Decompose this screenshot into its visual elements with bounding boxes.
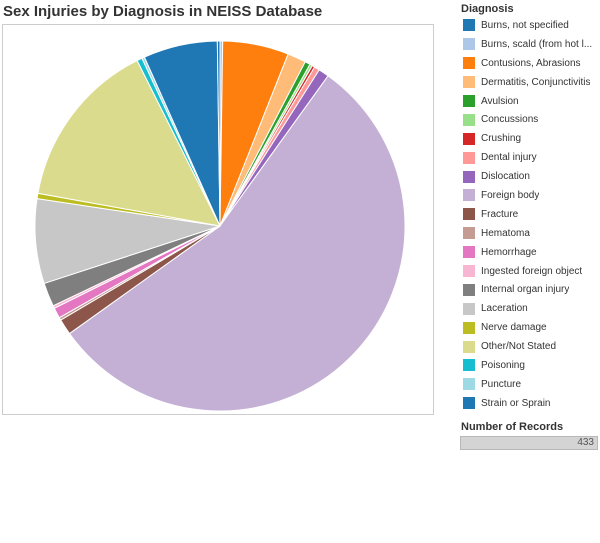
legend-item[interactable]: Avulsion xyxy=(460,92,600,111)
legend-swatch xyxy=(463,378,475,391)
legend-item[interactable]: Hemorrhage xyxy=(460,243,600,262)
legend-swatch xyxy=(463,397,475,410)
legend-swatch xyxy=(463,95,475,107)
legend-label: Dislocation xyxy=(481,171,530,183)
legend-label: Dental injury xyxy=(481,152,537,164)
legend-items: Burns, not specified Burns, scald (from h… xyxy=(460,16,600,413)
legend-title: Diagnosis xyxy=(461,3,514,15)
legend-swatch xyxy=(463,340,475,353)
legend-item[interactable]: Ingested foreign object xyxy=(460,262,600,281)
legend-item[interactable]: Fracture xyxy=(460,205,600,224)
records-title: Number of Records xyxy=(461,421,564,433)
legend-swatch xyxy=(463,57,475,70)
legend-label: Hematoma xyxy=(481,227,530,239)
legend-item[interactable]: Hematoma xyxy=(460,224,600,243)
legend-label: Burns, not specified xyxy=(481,19,569,31)
legend-swatch xyxy=(463,170,475,183)
legend-label: Poisoning xyxy=(481,359,525,371)
legend-swatch xyxy=(463,283,475,296)
legend-label: Fracture xyxy=(481,208,519,220)
legend-label: Laceration xyxy=(481,303,528,315)
legend-label: Puncture xyxy=(481,378,522,390)
legend-item[interactable]: Poisoning xyxy=(460,356,600,375)
legend-swatch xyxy=(463,151,475,164)
legend-label: Foreign body xyxy=(481,189,540,201)
legend-swatch xyxy=(463,208,475,221)
pie-slice-foreign-body[interactable] xyxy=(68,75,406,412)
legend-swatch xyxy=(463,132,475,145)
legend-label: Contusions, Abrasions xyxy=(481,57,581,69)
legend-swatch xyxy=(463,321,475,334)
records-panel: Number of Records 433 xyxy=(460,420,600,450)
legend-label: Internal organ injury xyxy=(481,284,570,296)
legend-item[interactable]: Dislocation xyxy=(460,167,600,186)
legend: Diagnosis Burns, not specified Burns, sca… xyxy=(460,2,600,413)
legend-item[interactable]: Internal organ injury xyxy=(460,280,600,299)
pie-slice-burns-not-specified[interactable] xyxy=(216,40,221,227)
legend-label: Crushing xyxy=(481,133,522,145)
legend-swatch xyxy=(463,246,475,259)
legend-item[interactable]: Dermatitis, Conjunctivitis xyxy=(460,73,600,92)
legend-swatch xyxy=(463,302,475,315)
legend-item[interactable]: Strain or Sprain xyxy=(460,394,600,413)
chart-area xyxy=(2,24,434,415)
pie-chart xyxy=(34,40,406,412)
legend-item[interactable]: Puncture xyxy=(460,375,600,394)
records-bar: 433 xyxy=(460,436,598,450)
legend-label: Burns, scald (from hot l... xyxy=(481,38,593,50)
legend-swatch xyxy=(463,265,475,278)
legend-item[interactable]: Burns, not specified xyxy=(460,16,600,35)
legend-swatch xyxy=(463,113,475,126)
legend-label: Strain or Sprain xyxy=(481,397,551,409)
legend-item[interactable]: Foreign body xyxy=(460,186,600,205)
legend-label: Other/Not Stated xyxy=(481,341,557,353)
legend-item[interactable]: Crushing xyxy=(460,129,600,148)
legend-label: Nerve damage xyxy=(481,322,547,334)
legend-label: Dermatitis, Conjunctivitis xyxy=(481,76,591,88)
legend-item[interactable]: Dental injury xyxy=(460,148,600,167)
legend-swatch xyxy=(463,227,475,240)
legend-swatch xyxy=(463,76,475,89)
legend-item[interactable]: Burns, scald (from hot l... xyxy=(460,35,600,54)
records-value: 433 xyxy=(577,437,594,448)
legend-item[interactable]: Laceration xyxy=(460,299,600,318)
legend-swatch xyxy=(463,359,475,372)
legend-label: Ingested foreign object xyxy=(481,265,583,277)
legend-item[interactable]: Contusions, Abrasions xyxy=(460,54,600,73)
legend-label: Hemorrhage xyxy=(481,246,537,258)
legend-item[interactable]: Concussions xyxy=(460,110,600,129)
legend-item[interactable]: Other/Not Stated xyxy=(460,337,600,356)
pie-slice-other-not-stated[interactable] xyxy=(37,59,221,227)
legend-swatch xyxy=(463,19,475,32)
legend-label: Avulsion xyxy=(481,95,519,107)
chart-title: Sex Injuries by Diagnosis in NEISS Datab… xyxy=(3,3,323,20)
legend-swatch xyxy=(463,189,475,202)
legend-item[interactable]: Nerve damage xyxy=(460,318,600,337)
legend-swatch xyxy=(463,38,475,51)
legend-label: Concussions xyxy=(481,114,539,126)
